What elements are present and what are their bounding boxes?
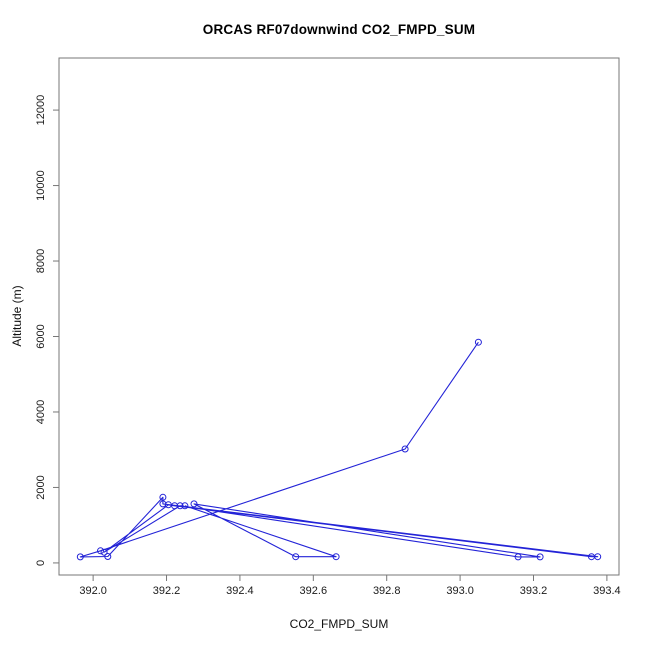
y-tick-label: 0 — [35, 560, 47, 566]
data-point — [190, 500, 198, 508]
x-tick-label: 393.2 — [520, 585, 548, 597]
data-point — [536, 553, 544, 561]
data-point — [159, 493, 167, 501]
x-tick-label: 392.2 — [153, 585, 181, 597]
x-tick-label: 393.4 — [593, 585, 621, 597]
y-tick-label: 12000 — [35, 95, 47, 126]
data-point — [292, 553, 300, 561]
x-tick-label: 392.4 — [226, 585, 254, 597]
y-tick-label: 8000 — [35, 249, 47, 273]
x-tick-label: 392.6 — [300, 585, 328, 597]
data-point — [181, 502, 189, 510]
y-tick-label: 10000 — [35, 170, 47, 201]
x-tick-label: 393.0 — [446, 585, 474, 597]
series-line — [79, 341, 599, 558]
data-point — [176, 502, 184, 510]
data-point — [588, 553, 595, 561]
plot-frame — [58, 57, 620, 576]
data-point — [100, 548, 108, 556]
x-tick-label: 392.8 — [373, 585, 401, 597]
data-point — [104, 553, 112, 560]
data-point — [401, 445, 409, 453]
y-tick-label: 6000 — [35, 324, 47, 348]
x-axis-title: CO2_FMPD_SUM — [289, 617, 389, 631]
data-point — [332, 553, 340, 561]
y-tick-label: 2000 — [35, 475, 47, 499]
data-point — [97, 547, 104, 555]
data-point — [76, 553, 84, 561]
chart-title: ORCAS RF07downwind CO2_FMPD_SUM — [202, 22, 476, 37]
x-tick-label: 392.0 — [79, 585, 107, 597]
data-point — [474, 338, 482, 346]
y-tick-label: 4000 — [35, 400, 47, 424]
data-point — [164, 501, 172, 509]
data-point — [514, 553, 522, 561]
